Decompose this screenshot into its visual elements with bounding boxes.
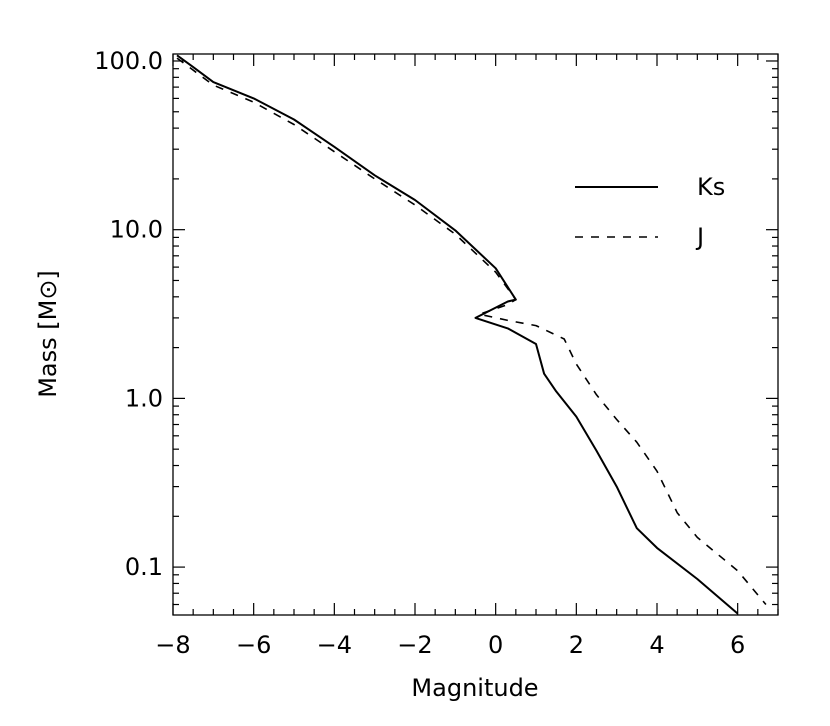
series-line-ks — [176, 54, 739, 615]
y-axis-ticks: 0.1 1.0 10.0 100.0 — [94, 47, 778, 606]
x-tick-label: −6 — [236, 631, 271, 659]
series-layer — [176, 54, 767, 615]
x-tick-label: 2 — [569, 631, 584, 659]
x-tick-label: 0 — [488, 631, 503, 659]
x-axis-ticks: −8 −6 −4 −2 0 2 4 6 — [155, 54, 779, 659]
y-axis-label: Mass [M⊙] — [34, 270, 62, 398]
x-tick-label: 4 — [649, 631, 664, 659]
legend: Ks J — [575, 173, 725, 251]
y-tick-label: 0.1 — [125, 553, 163, 581]
x-tick-label: 6 — [730, 631, 745, 659]
x-tick-label: −8 — [155, 631, 190, 659]
legend-label-ks: Ks — [697, 173, 725, 201]
series-line-j — [176, 57, 767, 606]
plot-frame — [172, 53, 779, 616]
y-tick-label: 100.0 — [94, 47, 163, 75]
legend-label-j: J — [695, 223, 704, 251]
y-tick-label: 1.0 — [125, 384, 163, 412]
x-tick-label: −2 — [397, 631, 432, 659]
x-tick-label: −4 — [317, 631, 352, 659]
x-axis-label: Magnitude — [411, 674, 538, 702]
y-tick-label: 10.0 — [110, 216, 163, 244]
